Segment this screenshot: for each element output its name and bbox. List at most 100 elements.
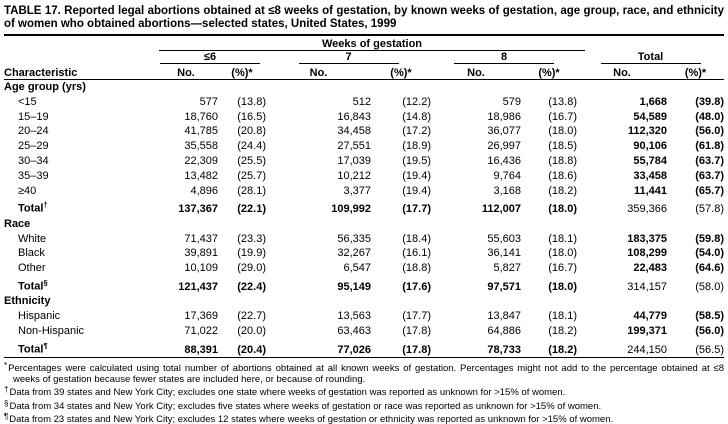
pct-header: (%)*: [218, 64, 266, 80]
row-label: 20–24: [18, 125, 49, 138]
no-cell: 77,026: [337, 343, 371, 356]
table-body: Age group (yrs) <15 577 (13.8) 512 (12.2) 579 (…: [4, 80, 724, 358]
no-cell: 56,335: [337, 232, 371, 245]
row-label: 35–39: [18, 169, 49, 182]
no-cell: 112,007: [481, 203, 521, 216]
no-cell: 183,375: [627, 232, 668, 245]
footnote-reference: §: [43, 278, 48, 288]
pct-cell: (14.8): [402, 110, 431, 123]
no-cell: 71,437: [184, 232, 218, 245]
no-cell: 54,589: [633, 110, 668, 123]
total-row: Total§ 121,437 (22.4) 95,149 (17.6) 97,571 (18…: [4, 276, 724, 294]
group-header-le6: ≤6: [154, 51, 266, 64]
no-header: No.: [577, 64, 668, 80]
footnote-section: §Data from 34 states and New York City; …: [4, 399, 724, 413]
group-header-8: 8: [431, 51, 577, 64]
no-cell: 17,369: [184, 310, 218, 323]
no-cell: 22,483: [633, 262, 668, 275]
table-row: Hispanic 17,369 (22.7) 13,563 (17.7) 13,847 (1…: [4, 309, 724, 324]
no-cell: 137,367: [178, 203, 218, 216]
no-cell: 359,366: [627, 203, 668, 216]
no-header: No.: [154, 64, 218, 80]
pct-cell: (18.9): [402, 140, 431, 153]
pct-cell: (20.8): [237, 125, 266, 138]
pct-cell: (58.0): [695, 280, 725, 293]
row-label: Total†: [18, 200, 48, 216]
pct-cell: (48.0): [695, 110, 725, 123]
weeks-of-gestation-span: Weeks of gestation: [154, 38, 586, 51]
no-cell: 9,764: [493, 169, 521, 182]
no-cell: 18,760: [184, 110, 218, 123]
row-label: Total§: [18, 278, 48, 293]
pct-cell: (17.7): [402, 310, 431, 323]
pct-cell: (18.1): [548, 232, 578, 245]
no-cell: 22,309: [184, 154, 218, 167]
pct-cell: (17.6): [402, 280, 431, 293]
row-label: 30–34: [18, 154, 49, 167]
pct-cell: (56.0): [695, 325, 725, 338]
no-cell: 13,563: [337, 310, 371, 323]
pct-cell: (20.4): [237, 343, 266, 356]
footnote-marker: ¶: [4, 412, 9, 422]
row-label: Other: [18, 262, 46, 275]
no-cell: 16,843: [337, 110, 371, 123]
pct-cell: (23.3): [237, 232, 266, 245]
row-label: Hispanic: [18, 310, 61, 323]
group-header-7: 7: [266, 51, 431, 64]
no-cell: 44,779: [633, 310, 668, 323]
row-label: Non-Hispanic: [18, 325, 85, 338]
group-label: 8: [454, 51, 554, 64]
no-cell: 35,558: [184, 140, 218, 153]
footnote-text: Data from 34 states and New York City; e…: [9, 400, 602, 412]
pct-cell: (56.0): [695, 125, 725, 138]
table-row: White 71,437 (23.3) 56,335 (18.4) 55,603 (18.1…: [4, 232, 724, 247]
pct-cell: (39.8): [695, 95, 725, 108]
pct-cell: (56.5): [695, 343, 725, 356]
pct-cell: (25.5): [237, 154, 266, 167]
no-cell: 55,603: [487, 232, 521, 245]
table-row: 25–29 35,558 (24.4) 27,551 (18.9) 26,997 (18.5…: [4, 139, 724, 154]
row-label: 15–19: [18, 110, 49, 123]
pct-cell: (22.1): [237, 203, 266, 216]
footnote-reference: †: [43, 200, 48, 210]
footnote-text: Percentages were calculated using total …: [8, 363, 724, 385]
empty-cell: [4, 38, 154, 51]
footnote-asterisk: *Percentages were calculated using total…: [4, 361, 724, 385]
no-cell: 55,784: [633, 154, 668, 167]
pct-cell: (18.0): [548, 203, 578, 216]
group-header-total: Total: [577, 51, 724, 64]
table-row: 15–19 18,760 (16.5) 16,843 (14.8) 18,986 (16.7…: [4, 110, 724, 125]
title-rule: [4, 34, 724, 36]
no-cell: 199,371: [627, 325, 668, 338]
pct-cell: (63.7): [695, 154, 725, 167]
no-cell: 16,436: [487, 154, 521, 167]
pct-cell: (18.2): [548, 343, 578, 356]
no-cell: 27,551: [337, 140, 371, 153]
pct-cell: (65.7): [695, 184, 725, 197]
footnotes: *Percentages were calculated using total…: [4, 361, 724, 424]
table-row: 35–39 13,482 (25.7) 10,212 (19.4) 9,764 (18.6)…: [4, 169, 724, 184]
no-cell: 32,267: [337, 247, 371, 260]
no-cell: 63,463: [337, 325, 371, 338]
pct-cell: (19.4): [402, 184, 431, 197]
table-row: 30–34 22,309 (25.5) 17,039 (19.5) 16,436 (18.8…: [4, 154, 724, 169]
pct-cell: (54.0): [695, 247, 725, 260]
table-row: <15 577 (13.8) 512 (12.2) 579 (13.8) 1,668 (39.8…: [4, 95, 724, 110]
no-cell: 39,891: [184, 247, 218, 260]
group-label: 7: [298, 51, 399, 64]
footnote-marker: *: [4, 361, 8, 371]
no-cell: 314,157: [627, 280, 668, 293]
no-cell: 10,109: [184, 262, 218, 275]
pct-cell: (17.2): [402, 125, 431, 138]
footnote-reference: ¶: [43, 340, 48, 350]
pct-cell: (20.0): [237, 325, 266, 338]
pct-cell: (57.8): [695, 203, 725, 216]
table-row: 20–24 41,785 (20.8) 34,458 (17.2) 36,077 (18.0…: [4, 124, 724, 139]
pct-cell: (18.0): [548, 280, 578, 293]
pct-cell: (16.7): [548, 262, 578, 275]
section-header-row: Ethnicity: [4, 294, 724, 309]
pct-cell: (22.4): [237, 280, 266, 293]
pct-cell: (12.2): [402, 95, 431, 108]
no-cell: 5,827: [493, 262, 521, 275]
pct-cell: (59.8): [695, 232, 725, 245]
